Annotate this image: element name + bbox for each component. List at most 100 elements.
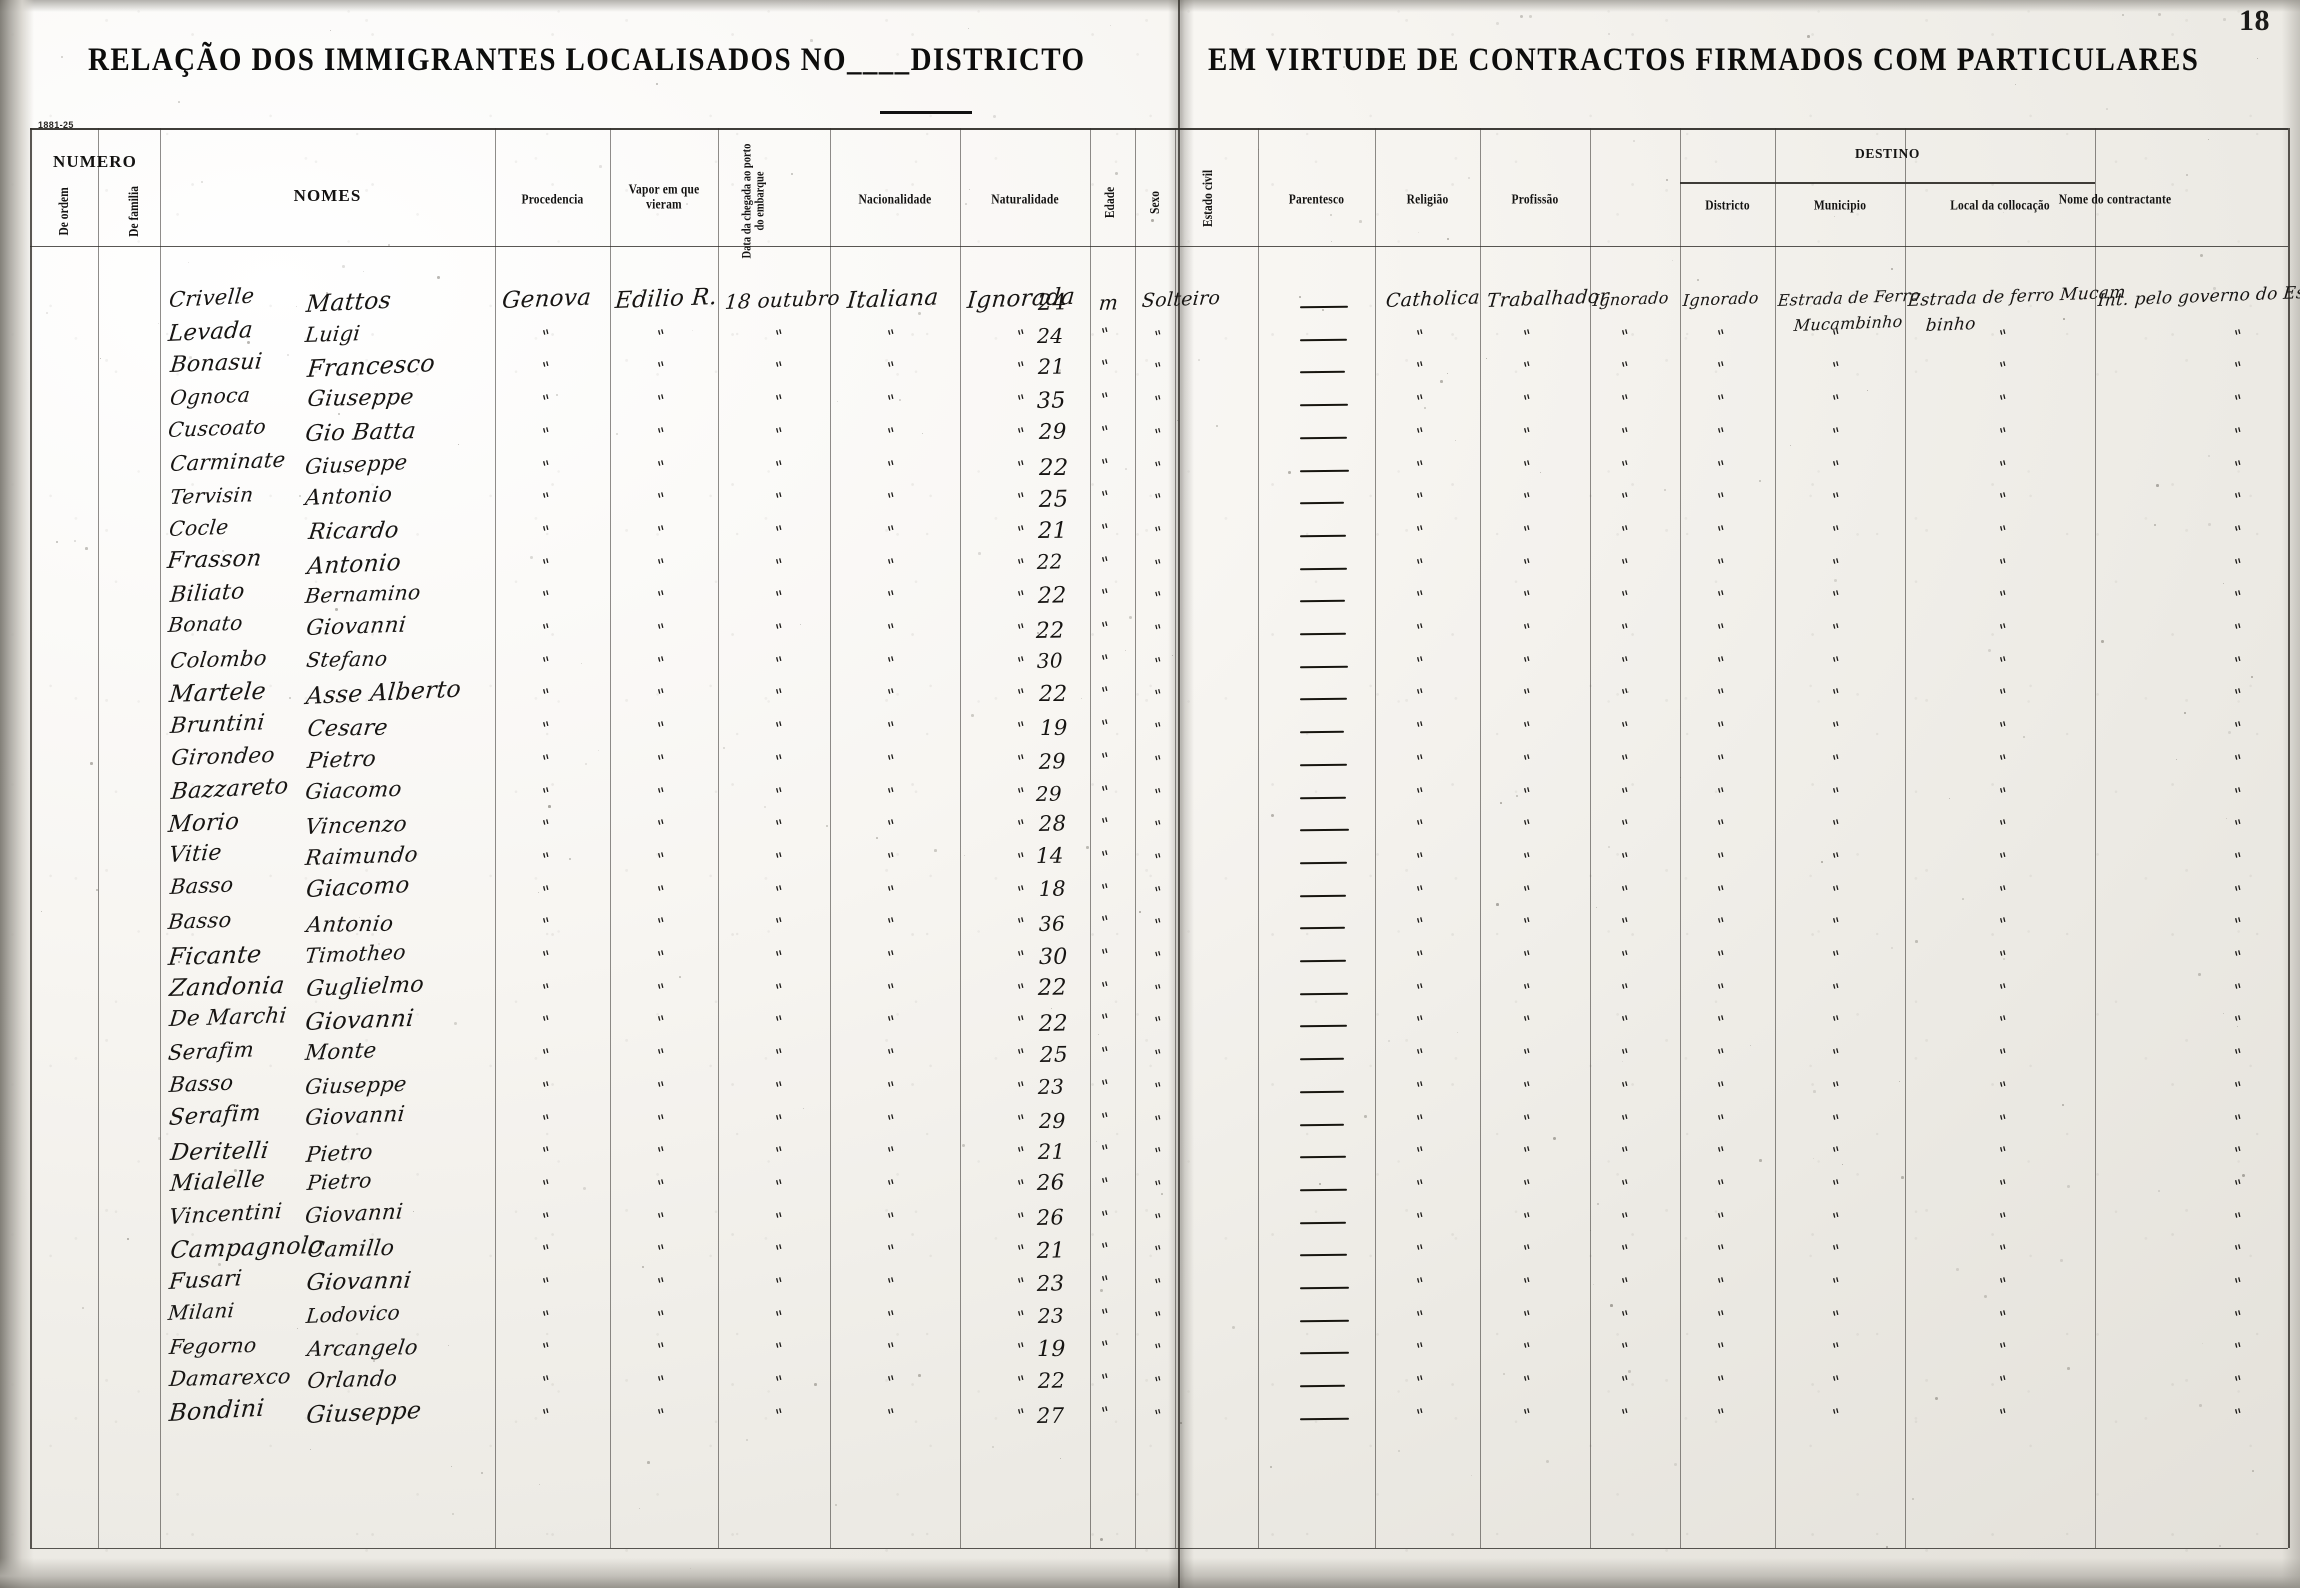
cell-profissao-ditto: " <box>1521 1372 1535 1394</box>
scan-speck <box>2101 640 2104 643</box>
cell-destino-districto-ditto: " <box>1619 522 1633 544</box>
cell-observacoes-ditto: " <box>2232 1339 2246 1362</box>
scan-speck <box>2228 731 2231 734</box>
cell-destino-municipio-ditto: " <box>1715 881 1729 904</box>
cell-nome: Francesco <box>305 348 436 383</box>
cell-destino-local-ditto: " <box>1830 391 1844 413</box>
cell-nome: Giuseppe <box>305 1395 424 1429</box>
cell-estado-civil-ditto: " <box>1152 587 1165 608</box>
cell-destino-municipio-ditto: " <box>1715 718 1729 740</box>
cell-religiao-ditto: " <box>1414 1339 1428 1362</box>
cell-nome: Orlando <box>305 1366 399 1395</box>
cell-observacoes-ditto: " <box>2232 947 2246 969</box>
cell-procedencia-ditto: " <box>540 947 554 969</box>
cell-destino-districto-ditto: " <box>1619 816 1633 838</box>
cell-sexo-ditto: " <box>1099 1239 1113 1261</box>
cell-sobrenome: Basso <box>169 872 235 900</box>
cell-sobrenome: Frasson <box>166 545 264 575</box>
cell-contractante-ditto: " <box>1997 391 2011 413</box>
scan-speck <box>968 28 969 29</box>
document-title: RELAÇÃO DOS IMMIGRANTES LOCALISADOS NO__… <box>0 42 2300 114</box>
cell-religiao-ditto: " <box>1414 1208 1428 1231</box>
cell-data-ditto: " <box>773 1078 787 1100</box>
cell-sobrenome: Deritelli <box>169 1137 271 1166</box>
cell-sobrenome: Biliato <box>169 579 246 609</box>
cell-sobrenome: Mialelle <box>169 1166 267 1198</box>
scan-speck <box>1553 1137 1556 1140</box>
cell-parentesco-dash <box>1299 894 1347 898</box>
cell-sexo-ditto: " <box>1099 978 1113 1000</box>
cell-religiao-ditto: " <box>1414 849 1428 871</box>
book-gutter <box>1168 0 1194 1588</box>
cell-sobrenome: Crivelle <box>167 283 256 313</box>
scan-speck <box>1424 407 1426 409</box>
scan-speck <box>2223 18 2226 21</box>
scan-speck <box>2122 14 2124 16</box>
cell-vapor-ditto: " <box>655 1176 669 1198</box>
scan-speck <box>962 1144 965 1147</box>
cell-sobrenome: Tervisin <box>168 481 255 509</box>
cell-edade: 21 <box>1036 1238 1066 1265</box>
scan-speck <box>1956 1268 1959 1271</box>
scan-speck <box>2208 455 2211 458</box>
cell-data-ditto: " <box>773 1176 787 1198</box>
cell-sobrenome: Ficante <box>166 939 263 971</box>
cell-nacionalidade-ditto: " <box>885 1012 899 1035</box>
cell-destino-local-ditto: " <box>1830 947 1844 969</box>
cell-sobrenome: Carminate <box>169 446 287 477</box>
scan-speck <box>1901 1176 1904 1179</box>
cell-parentesco-dash <box>1299 501 1345 505</box>
scan-speck <box>585 763 588 766</box>
scan-speck <box>1096 1141 1098 1143</box>
scan-speck <box>1270 1466 1273 1469</box>
scan-speck <box>599 165 602 168</box>
scan-speck <box>338 413 341 416</box>
cell-edade: 26 <box>1035 1204 1065 1231</box>
cell-procedencia-ditto: " <box>540 1045 554 1067</box>
scan-speck <box>1933 59 1936 62</box>
scan-speck <box>2063 318 2065 320</box>
scan-speck <box>1834 216 1836 218</box>
scan-speck <box>1807 35 1810 38</box>
scan-speck <box>581 663 583 665</box>
scan-speck <box>1813 1090 1816 1093</box>
cell-sexo-ditto: " <box>1099 552 1113 575</box>
cell-nome: Asse Alberto <box>305 674 463 711</box>
cell-destino-municipio-ditto: " <box>1715 1274 1729 1296</box>
cell-edade: 22 <box>1037 974 1068 1002</box>
cell-profissao-ditto: " <box>1521 1307 1535 1329</box>
cell-naturalidade-ditto: " <box>1015 424 1029 446</box>
scan-speck <box>1161 1193 1163 1195</box>
scan-speck <box>1984 1295 1987 1298</box>
cell-nome: Giovanni <box>303 1101 406 1132</box>
cell-parentesco-dash <box>1299 534 1346 538</box>
scan-speck <box>803 1108 805 1110</box>
cell-destino-districto-ditto: " <box>1619 326 1633 348</box>
cell-parentesco-dash <box>1299 632 1347 636</box>
scan-speck <box>2198 973 2201 976</box>
scan-speck <box>539 1484 540 1485</box>
cell-nacionalidade-ditto: " <box>885 1143 899 1165</box>
scan-speck <box>359 917 361 919</box>
cell-nome: Giuseppe <box>304 449 409 480</box>
cell-edade: 22 <box>1037 1367 1066 1393</box>
cell-nome: Guglielmo <box>305 971 426 1003</box>
scan-speck <box>1455 440 1457 442</box>
cell-contractante-ditto: " <box>1997 1274 2011 1296</box>
scan-speck <box>1110 25 1112 27</box>
table-rule-vertical <box>610 128 611 1548</box>
table-rule-vertical <box>1090 128 1091 1548</box>
scan-speck <box>1596 907 1597 908</box>
cell-edade: 14 <box>1036 844 1065 870</box>
cell-estado-civil-ditto: " <box>1152 1208 1165 1230</box>
header-edade: Edade <box>1103 186 1118 219</box>
cell-naturalidade-ditto: " <box>1015 1339 1029 1362</box>
cell-religiao-ditto: " <box>1414 947 1428 969</box>
cell-observacoes-ditto: " <box>2232 1241 2246 1263</box>
cell-destino-municipio-ditto: " <box>1715 522 1729 544</box>
cell-religiao-ditto: " <box>1414 620 1428 642</box>
table-rule-vertical <box>960 128 961 1548</box>
cell-naturalidade-ditto: " <box>1015 620 1029 642</box>
cell-edade: 21 <box>1037 517 1068 544</box>
cell-contractante-ditto: " <box>1997 522 2011 544</box>
